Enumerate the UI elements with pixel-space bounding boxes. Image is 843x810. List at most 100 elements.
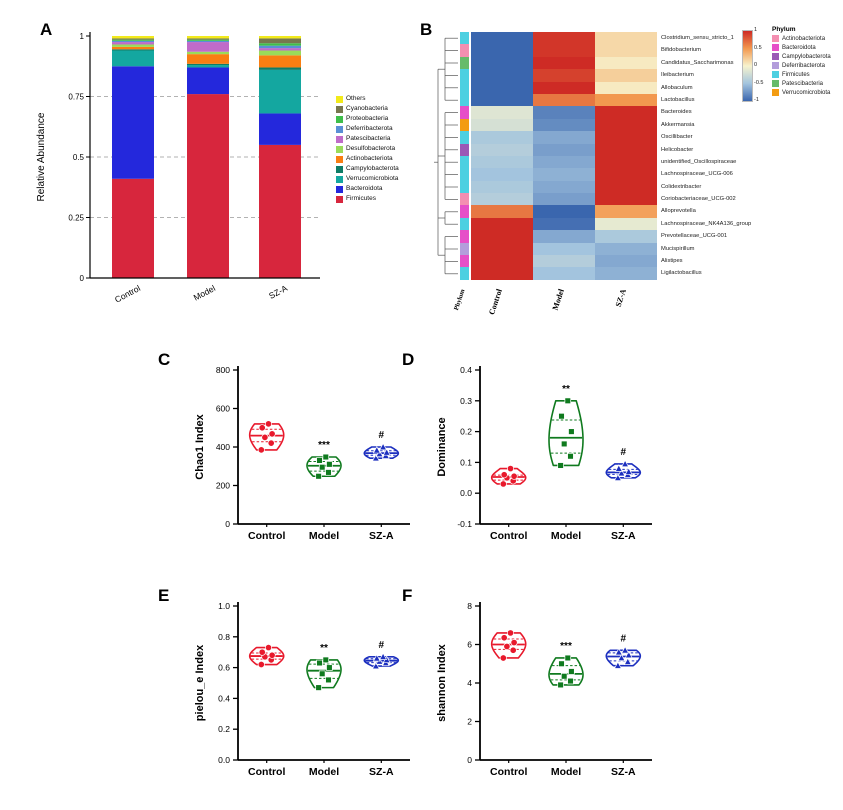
bar-segment-Desulfobacterota bbox=[259, 50, 301, 56]
x-axis-label: SZ-A bbox=[267, 283, 289, 301]
heatmap-cell bbox=[595, 155, 657, 169]
heatmap-grid: Clostridium_sensu_stricto_1 Bifidobacteri… bbox=[460, 32, 751, 280]
data-point-triangle bbox=[379, 442, 388, 451]
phylum-annotation-cell bbox=[460, 193, 469, 206]
data-point-triangle bbox=[623, 657, 632, 665]
legend-item: Actinobacteriota bbox=[336, 155, 399, 164]
heatmap-row-label: Bacteroides bbox=[661, 109, 692, 116]
legend-item: Cyanobacteria bbox=[336, 105, 399, 114]
heatmap-row-label: Lachnospiraceae_UCG-006 bbox=[661, 171, 733, 178]
data-point-square bbox=[316, 457, 323, 464]
data-point-circle bbox=[257, 660, 265, 669]
phylum-legend-swatch bbox=[772, 35, 779, 42]
heatmap-row: Lachnospiraceae_UCG-006 bbox=[460, 168, 751, 181]
y-tick-label: 8 bbox=[467, 601, 472, 611]
phylum-legend-label: Deferribacterota bbox=[782, 62, 826, 69]
heatmap-column-labels: Phylum Control Model SZ-A bbox=[453, 287, 628, 316]
phylum-legend-swatch bbox=[772, 71, 779, 78]
bar-segment-Others bbox=[187, 36, 229, 39]
significance-annotation: # bbox=[379, 430, 385, 441]
bar-segment-Campylobacterota bbox=[187, 63, 229, 66]
phylum-legend-item: Bacteroidota bbox=[772, 44, 843, 51]
data-point-triangle bbox=[614, 647, 623, 656]
phylum-legend-swatch bbox=[772, 80, 779, 87]
significance-annotation: *** bbox=[318, 440, 330, 451]
bar-segment-Deferribacterota bbox=[112, 40, 154, 43]
data-point-circle bbox=[510, 472, 518, 480]
heatmap-row: Prevotellaceae_UCG-001 bbox=[460, 230, 751, 243]
y-tick-label: 6 bbox=[467, 640, 472, 650]
legend-item: Others bbox=[336, 95, 399, 104]
heatmap-row: Akkermansia bbox=[460, 118, 751, 132]
heatmap-cell bbox=[533, 56, 595, 70]
y-tick-label: 0 bbox=[467, 755, 472, 765]
legend-item: Desulfobacterota bbox=[336, 145, 399, 154]
heatmap-row-label: Ligilactobacillus bbox=[661, 270, 702, 277]
heatmap-row: Candidatus_Saccharimonas bbox=[460, 56, 751, 70]
group-label: Control bbox=[490, 766, 527, 778]
legend-swatch bbox=[336, 175, 343, 183]
phylum-legend-swatch bbox=[772, 89, 779, 96]
significance-annotation: # bbox=[621, 447, 627, 458]
legend-label: Actinobacteriota bbox=[346, 155, 393, 162]
panel-d-letter: D bbox=[402, 350, 415, 369]
y-tick-label: 0.0 bbox=[218, 755, 230, 765]
panel-e-letter: E bbox=[158, 586, 170, 605]
data-point-triangle bbox=[624, 467, 633, 475]
bar-segment-Proteobacteria bbox=[112, 39, 154, 41]
y-tick-label: 800 bbox=[216, 365, 230, 375]
pielou-violin-plot: 0.0 0.2 0.4 0.6 0.8 1.0 pielou_e Index Control *… bbox=[194, 601, 410, 778]
phylum-legend-swatch bbox=[772, 53, 779, 60]
bar-segment-Proteobacteria bbox=[187, 39, 229, 41]
colorbar-tick-label: 0.5 bbox=[754, 44, 762, 51]
group-label: Control bbox=[248, 530, 285, 542]
phylum-legend-label: Actinobacteriota bbox=[782, 35, 826, 42]
data-point-square bbox=[322, 656, 330, 664]
heatmap-cell bbox=[595, 205, 657, 218]
y-axis-title: Chao1 Index bbox=[194, 413, 206, 479]
heatmap-cell bbox=[533, 193, 595, 206]
heatmap-row-label: Lactobacillus bbox=[661, 96, 695, 103]
heatmap-row-label: Prevotellaceae_UCG-001 bbox=[661, 233, 728, 240]
phylum-legend-title: Phylum bbox=[772, 26, 796, 33]
legend-label: Firmicutes bbox=[346, 195, 376, 202]
phylum-legend-item: Actinobacteriota bbox=[772, 35, 843, 42]
data-point-circle bbox=[268, 430, 276, 438]
colorbar-tick-label: 0 bbox=[754, 62, 758, 68]
heatmap-cell bbox=[471, 155, 533, 169]
legend-swatch bbox=[336, 125, 343, 133]
legend-label: Verrucomicrobiota bbox=[346, 175, 399, 182]
data-point-square bbox=[567, 452, 574, 460]
heatmap-cell bbox=[595, 56, 657, 70]
heatmap-row: Ileibacterium bbox=[460, 69, 751, 82]
heatmap-row-label: Colidextribacter bbox=[661, 183, 702, 190]
phylum-annotation-cell bbox=[460, 205, 469, 218]
taxa-legend: Others Cyanobacteria Proteobacteria Deferri… bbox=[336, 95, 399, 205]
data-point-circle bbox=[258, 424, 266, 432]
phylum-legend-item: Campylobacterota bbox=[772, 53, 843, 60]
data-point-square bbox=[557, 681, 564, 689]
data-point-triangle bbox=[371, 453, 380, 462]
heatmap-cell bbox=[471, 118, 533, 132]
heatmap-cell bbox=[595, 168, 657, 181]
dominance-violin-plot: -0.1 0.0 0.1 0.2 0.3 0.4 Dominance Control ** Mod… bbox=[436, 365, 652, 542]
data-point-circle bbox=[506, 465, 515, 473]
data-point-triangle bbox=[621, 459, 630, 468]
shannon-violin-plot: 0 2 4 6 8 shannon Index Control *** Model # SZ-A bbox=[436, 601, 652, 778]
data-point-square bbox=[325, 469, 332, 476]
colorbar-ticks: 1 0.5 0 -0.5 -1 bbox=[754, 27, 763, 103]
data-point-square bbox=[316, 659, 323, 667]
violin-Model bbox=[548, 400, 584, 467]
data-point-square bbox=[326, 664, 333, 671]
panel-a-letter: A bbox=[40, 20, 53, 39]
phylum-legend-item: Deferribacterota bbox=[772, 62, 843, 69]
y-tick-label: 0.25 bbox=[68, 213, 84, 222]
x-axis-label: Model bbox=[192, 283, 217, 303]
y-axis-title: pielou_e Index bbox=[194, 644, 206, 721]
heatmap-column-label: Control bbox=[487, 287, 504, 316]
heatmap-cell bbox=[533, 69, 595, 82]
data-point-triangle bbox=[613, 473, 622, 481]
y-tick-label: 0.4 bbox=[218, 693, 230, 703]
legend-label: Campylobacterota bbox=[346, 165, 399, 172]
heatmap-cell bbox=[533, 230, 595, 243]
